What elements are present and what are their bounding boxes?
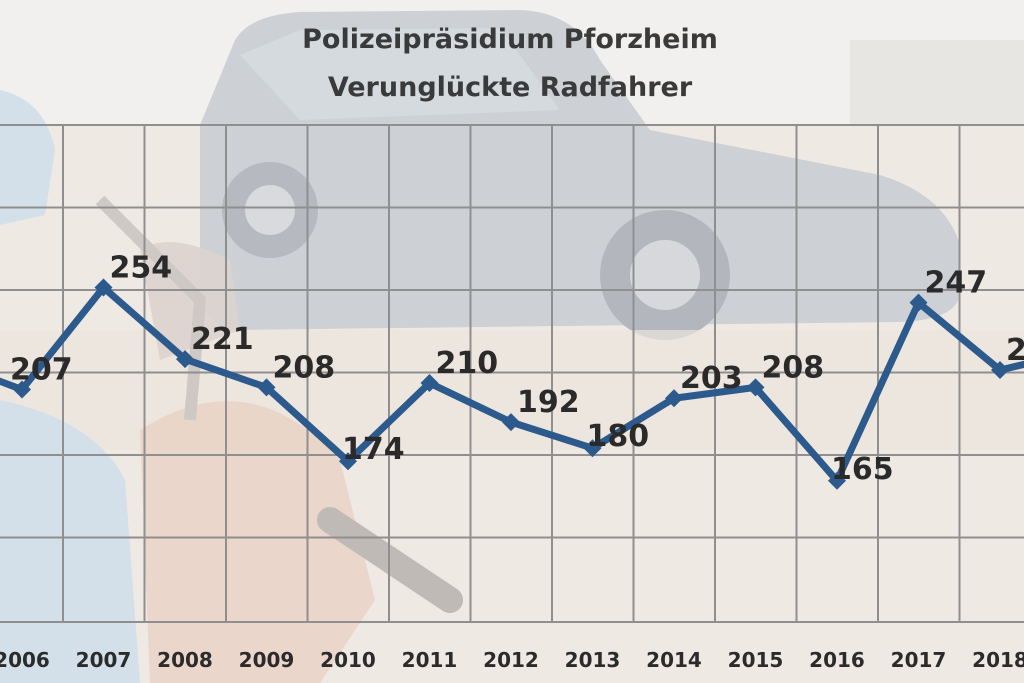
data-label: 180 [587, 419, 650, 454]
data-point-marker [257, 378, 276, 397]
data-point-marker [665, 389, 683, 408]
chart-title-line-1: Polizeipräsidium Pforzheim [302, 24, 718, 55]
data-label: 21 [1006, 333, 1024, 368]
x-tick-label: 2014 [646, 648, 702, 672]
data-label: 192 [517, 385, 580, 420]
data-label: 207 [10, 353, 73, 388]
chart-subtitle: Verunglückte Radfahrer [328, 72, 693, 103]
data-point-marker [94, 278, 113, 297]
data-label: 203 [680, 361, 743, 396]
data-point-marker [339, 452, 357, 471]
x-tick-label: 2018 [972, 648, 1024, 672]
data-point-marker [176, 350, 194, 369]
x-tick-label: 2008 [157, 648, 213, 672]
x-tick-label: 2011 [402, 648, 458, 672]
x-tick-label: 2017 [891, 648, 947, 672]
data-label: 165 [831, 452, 894, 487]
data-label: 221 [191, 322, 254, 357]
data-point-marker [828, 471, 846, 490]
data-point-marker [991, 361, 1009, 379]
gridlines [0, 124, 1024, 623]
x-tick-label: 2012 [483, 648, 539, 672]
data-label: 254 [110, 250, 173, 285]
x-tick-label: 2006 [0, 648, 50, 672]
x-axis: 2006 2007 2008 2009 2010 2011 2012 2013 2014 2015… [0, 648, 1024, 672]
data-point-marker [909, 293, 928, 312]
data-point-marker [502, 413, 520, 432]
x-tick-label: 2015 [728, 648, 784, 672]
data-point-marker [746, 378, 765, 397]
x-tick-label: 2009 [239, 648, 295, 672]
data-point-marker [420, 374, 439, 393]
x-tick-label: 2016 [809, 648, 865, 672]
data-label: 208 [762, 350, 825, 385]
chart-title: Polizeipräsidium Pforzheim Verunglückte … [302, 24, 718, 103]
x-tick-label: 2007 [76, 648, 132, 672]
data-label: 208 [273, 350, 336, 385]
x-tick-label: 2013 [565, 648, 621, 672]
x-tick-label: 2010 [320, 648, 376, 672]
data-label: 247 [925, 266, 988, 301]
data-label: 210 [436, 346, 499, 381]
data-point-marker [13, 380, 31, 399]
data-label: 174 [342, 432, 405, 467]
data-point-marker [583, 439, 602, 458]
